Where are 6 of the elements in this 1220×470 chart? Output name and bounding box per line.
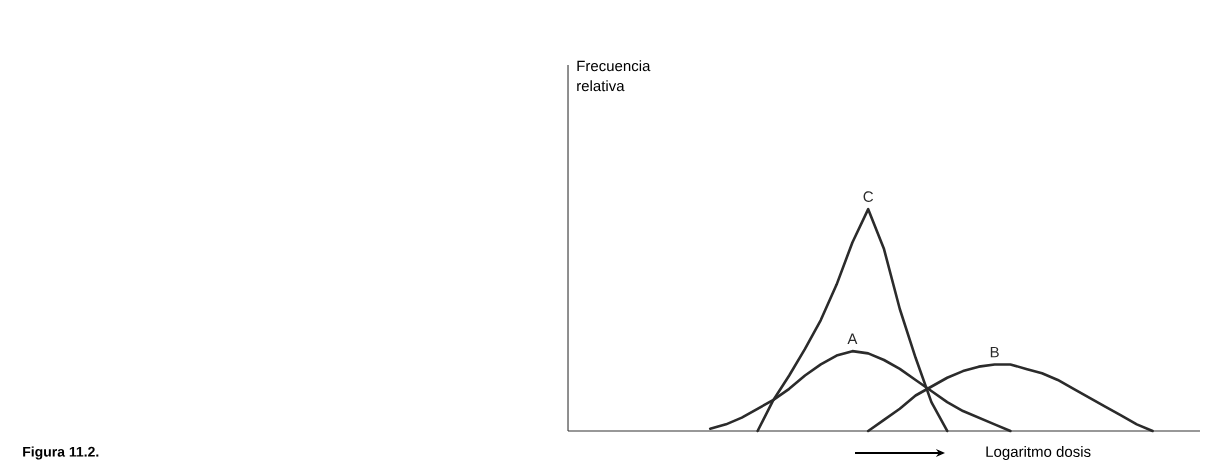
x-axis-title: Logaritmo dosis	[986, 445, 1091, 460]
series-label: B	[990, 346, 999, 358]
series-label: C	[863, 191, 874, 202]
series-label: A	[847, 333, 858, 344]
text: Figura 11.2.	[23, 446, 99, 460]
text: Frecuencia relativa	[577, 60, 651, 92]
